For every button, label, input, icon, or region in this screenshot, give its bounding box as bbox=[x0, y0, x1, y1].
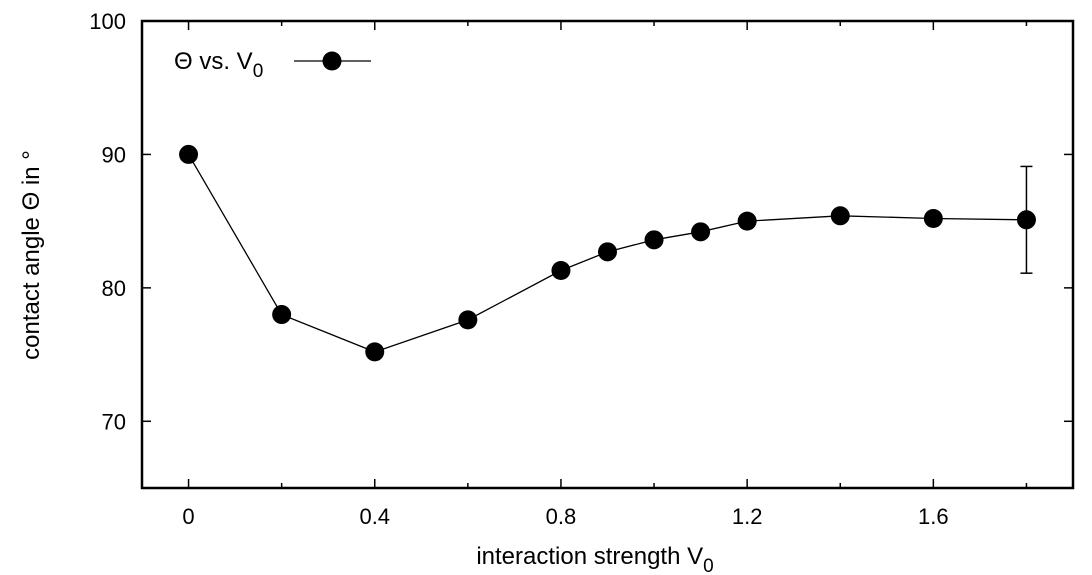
data-point bbox=[691, 222, 711, 242]
data-point bbox=[458, 310, 478, 330]
plot-frame bbox=[140, 19, 1075, 490]
data-point bbox=[737, 211, 757, 231]
y-tick-label: 70 bbox=[102, 409, 126, 434]
data-point bbox=[551, 261, 571, 281]
y-tick-label: 80 bbox=[102, 276, 126, 301]
data-point bbox=[598, 242, 617, 262]
x-tick-label: 0.8 bbox=[546, 504, 577, 529]
data-point bbox=[365, 342, 385, 362]
y-axis-title: contact angle Θ in ° bbox=[18, 150, 45, 360]
data-point bbox=[1016, 210, 1036, 230]
x-tick-label: 0.4 bbox=[359, 504, 390, 529]
data-point bbox=[272, 305, 292, 325]
data-point bbox=[923, 208, 943, 228]
y-tick-label: 100 bbox=[89, 9, 126, 34]
legend: Θ vs. V0 bbox=[174, 48, 371, 82]
legend-marker-sample bbox=[322, 51, 342, 71]
x-axis-title: interaction strength V0 bbox=[476, 543, 713, 575]
x-tick-label: 1.2 bbox=[732, 504, 763, 529]
axis-tick-labels: 0 0.4 0.8 1.2 1.6 70 80 90 100 bbox=[89, 9, 948, 529]
x-tick-label: 1.6 bbox=[918, 504, 949, 529]
legend-label: Θ vs. V0 bbox=[174, 48, 263, 82]
x-tick-label: 0 bbox=[182, 504, 194, 529]
series-line bbox=[187, 154, 1027, 353]
y-tick-label: 90 bbox=[102, 142, 126, 167]
data-point bbox=[644, 230, 664, 250]
data-point bbox=[830, 206, 850, 226]
data-point bbox=[179, 144, 199, 164]
data-points bbox=[179, 144, 1036, 362]
axis-ticks bbox=[142, 20, 1073, 488]
